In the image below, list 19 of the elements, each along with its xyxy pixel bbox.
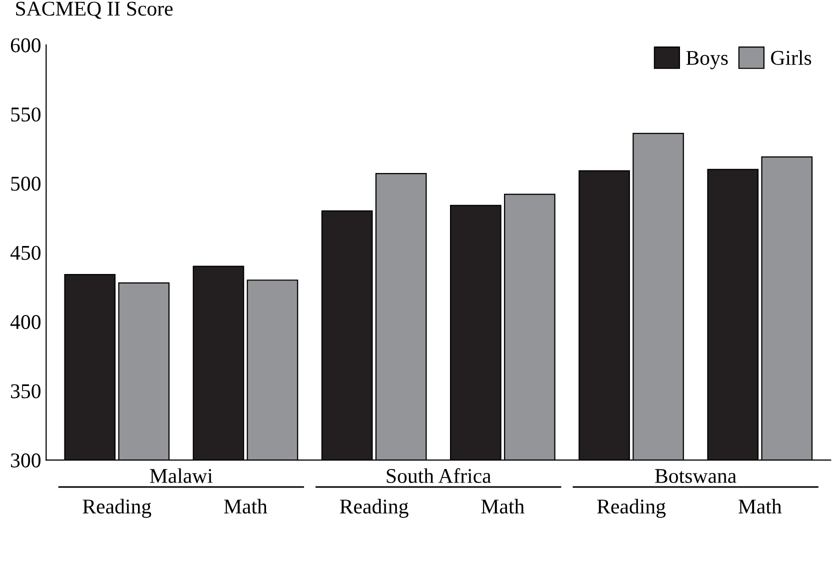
y-tick-label: 400 <box>10 315 40 330</box>
legend-label: Girls <box>771 50 812 65</box>
x-tick-label: Math <box>481 498 524 514</box>
text: South Africa <box>386 468 492 484</box>
y-tick-label: 300 <box>11 453 40 468</box>
x-tick-label: Math <box>738 498 782 514</box>
y-tick-label: 500 <box>11 176 40 191</box>
y-tick-label: 600 <box>10 38 40 52</box>
x-tick-label: Reading <box>597 498 666 518</box>
x-tick-label: Math <box>224 498 268 514</box>
x-tick-label: Reading <box>340 498 408 518</box>
text: Botswana <box>655 469 736 484</box>
text: Malawi <box>150 468 213 484</box>
y-axis-title: SACMEQ II Score <box>16 2 173 19</box>
y-tick-label: 350 <box>11 384 40 398</box>
y-tick-label: 550 <box>11 107 40 122</box>
legend-label: Boys <box>686 51 728 70</box>
y-tick-label: 450 <box>10 246 40 260</box>
x-tick-label: Reading <box>82 498 152 518</box>
